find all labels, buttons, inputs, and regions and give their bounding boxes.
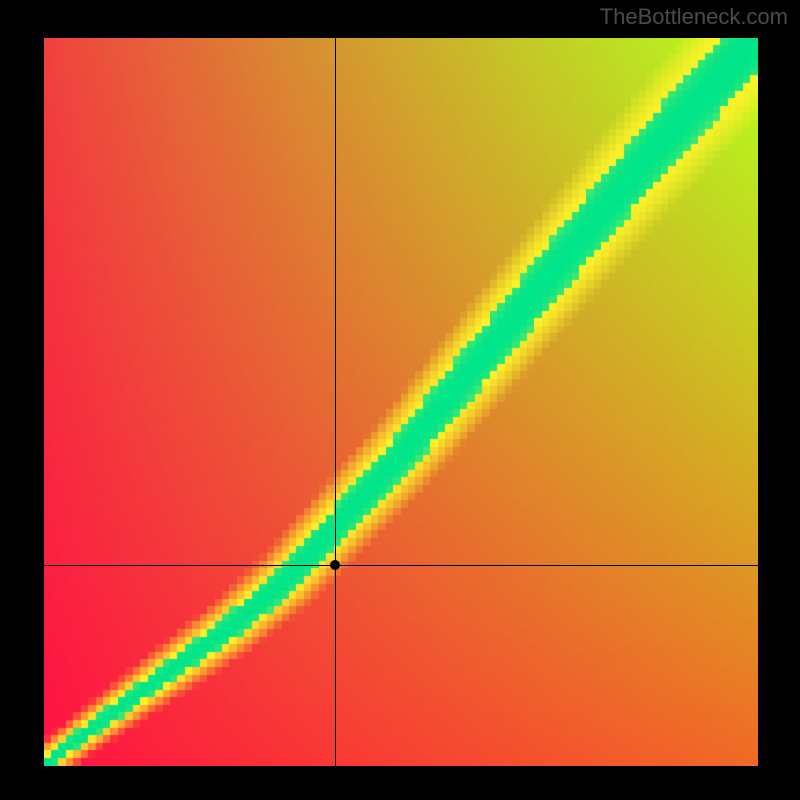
- plot-outer-frame: [0, 0, 800, 800]
- figure-container: TheBottleneck.com: [0, 0, 800, 800]
- heatmap-canvas: [44, 38, 758, 766]
- attribution-label: TheBottleneck.com: [600, 4, 788, 30]
- crosshair-vertical: [335, 38, 336, 766]
- crosshair-horizontal: [44, 565, 758, 566]
